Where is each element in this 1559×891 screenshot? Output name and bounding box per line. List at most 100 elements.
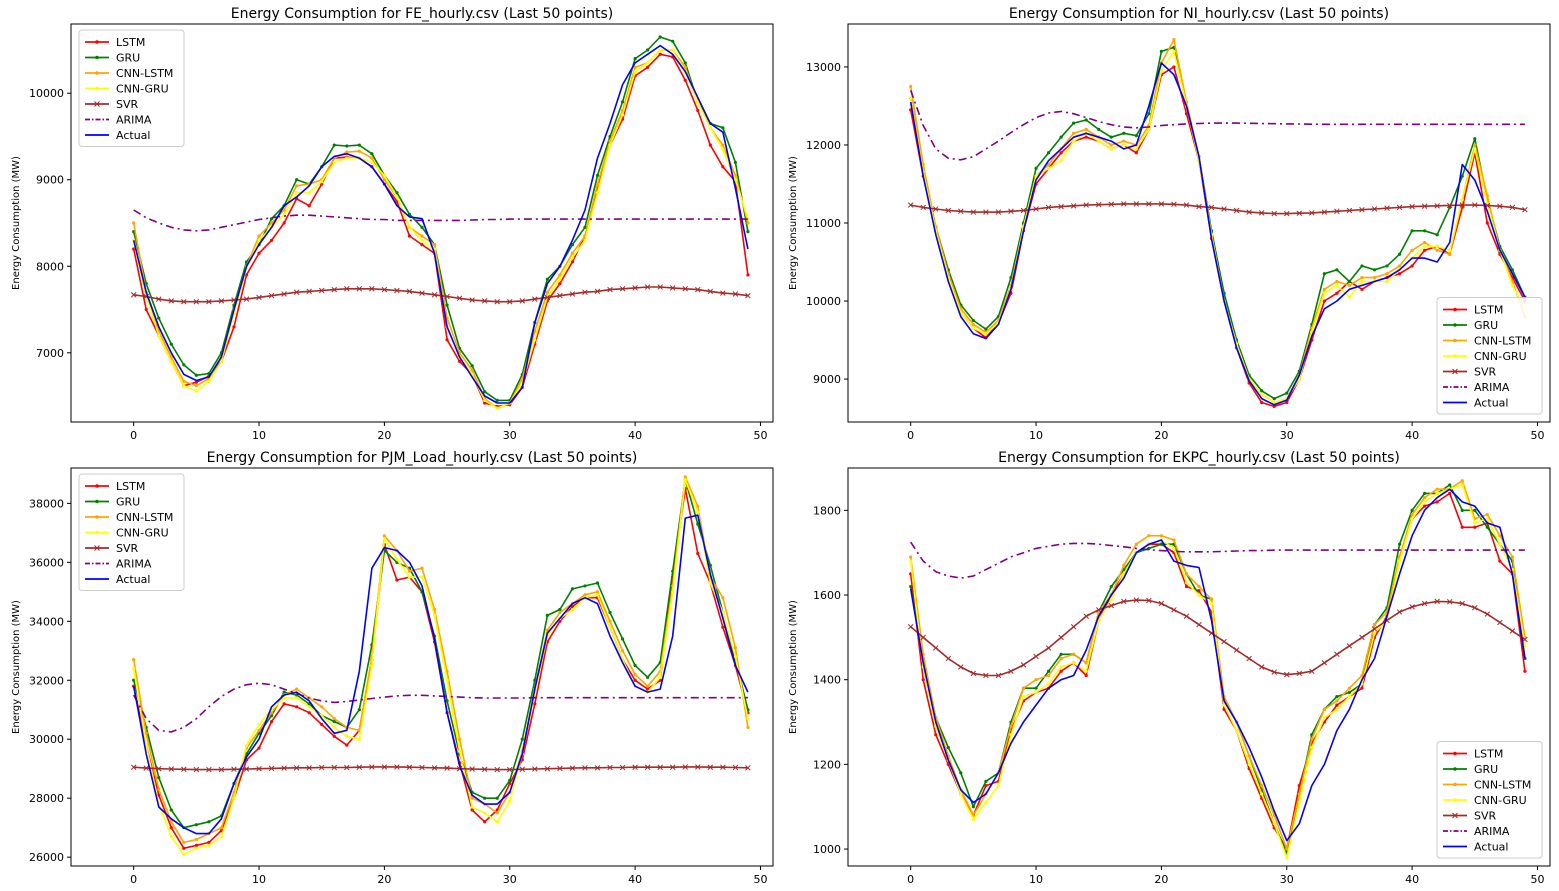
chart-4-frame (847, 467, 1551, 867)
chart-1-legend-marker (95, 86, 99, 91)
chart-3-series-svr-point (406, 764, 413, 770)
chart-2-series-cnn-gru-point (1059, 158, 1063, 163)
chart-4-legend-label: LSTM (1474, 748, 1503, 761)
chart-2-ytick-label: 11000 (806, 217, 841, 230)
chart-2-series-cnn-gru-point (971, 326, 975, 330)
chart-4-series-svr-point (1095, 607, 1102, 613)
chart-4-series-gru-point (1423, 491, 1427, 496)
chart-2-series-cnn-gru-point (1347, 295, 1352, 299)
chart-4-series-svr-point (995, 672, 1002, 679)
chart-4-series-lstm-point (1360, 686, 1364, 690)
chart-2-ytick-label: 10000 (806, 295, 841, 308)
chart-2-series-gru-point (1097, 127, 1101, 131)
chart-4-series-gru-point (1460, 508, 1464, 512)
chart-3-series-cnn-gru-point (307, 705, 311, 709)
chart-2-series-lstm-point (1322, 299, 1326, 303)
chart-3-series-cnn-gru-point (495, 820, 499, 824)
chart-1-series-svr-point (469, 297, 475, 303)
chart-4-series-lstm-point (1184, 584, 1189, 589)
chart-1-ytick-label: 9000 (36, 174, 64, 187)
chart-3-series-cnn-lstm-point (132, 658, 136, 662)
chart-2-series-svr-point (1020, 207, 1027, 214)
chart-3-title: Energy Consumption for PJM_Load_hourly.c… (207, 450, 638, 466)
chart-3-series-cnn-gru-point (608, 625, 612, 629)
chart-1-series-cnn-gru-point (658, 48, 662, 52)
chart-1-series-svr-point (130, 292, 137, 298)
chart-1-series-lstm-point (282, 221, 286, 225)
chart-3-series-svr-point (331, 764, 338, 771)
chart-3-series-cnn-lstm-point (696, 504, 700, 508)
chart-1-series-cnn-gru-point (483, 398, 487, 402)
chart-4-series-svr-point (1070, 624, 1077, 630)
chart-1-series-svr-point (632, 285, 638, 291)
chart-4-series-cnn-lstm-point (1046, 673, 1051, 678)
chart-1-legend-label: LSTM (116, 36, 145, 49)
chart-2-series-cnn-lstm-point (1046, 162, 1051, 167)
chart-3-series-cnn-gru-point (432, 613, 437, 618)
chart-2-series-svr-point (1459, 202, 1466, 208)
chart-4-series-svr-point (1221, 638, 1227, 645)
chart-2-series-cnn-gru-point (1473, 147, 1477, 151)
chart-1-series-cnn-gru-line (132, 49, 749, 410)
chart-1-series-cnn-gru-point (320, 179, 324, 184)
chart-2-series-gru-point (1084, 118, 1088, 122)
chart-2-series-gru-point (1385, 264, 1389, 268)
chart-1-series-svr-point (695, 286, 701, 293)
chart-3-series-cnn-lstm-point (382, 534, 386, 538)
chart-1-series-svr-point (481, 298, 488, 304)
chart-3-series-cnn-lstm-point (169, 820, 173, 824)
chart-1-series-cnn-gru-point (307, 191, 311, 195)
chart-1-series-gru-point (332, 143, 336, 147)
chart-3-series-cnn-gru-point (508, 799, 512, 803)
chart-4-series-gru-point (1335, 695, 1339, 699)
chart-1-series-svr-point (218, 298, 225, 304)
chart-3-series-cnn-lstm-point (721, 596, 725, 600)
chart-2-series-gru-point (1410, 229, 1414, 233)
chart-1-series-cnn-lstm-line (132, 49, 749, 410)
chart-3-series-cnn-gru-point (420, 575, 424, 579)
chart-3-frame (70, 467, 774, 867)
chart-2-series-svr-point (1509, 204, 1516, 211)
chart-3-series-cnn-lstm-point (620, 649, 625, 653)
chart-4-series-cnn-gru-point (1034, 690, 1038, 695)
chart-2-legend (1436, 297, 1543, 415)
chart-4-series-lstm-point (1460, 525, 1464, 529)
chart-4-series-svr-point (1283, 671, 1290, 678)
chart-3-series-cnn-gru-point (295, 696, 299, 700)
chart-1-series-lstm-point (708, 143, 712, 147)
chart-3-series-gru-point (646, 675, 650, 679)
chart-1-series-gru-point (420, 225, 424, 229)
chart-1-series-cnn-gru-point (620, 113, 625, 117)
chart-1-series-cnn-lstm-point (370, 156, 374, 160)
chart-1-series-svr-point (356, 286, 363, 292)
chart-2-series-lstm-point (1423, 248, 1427, 252)
chart-1-series-svr-point (557, 292, 563, 299)
chart-4-series-lstm-point (1448, 491, 1452, 496)
chart-1-series-cnn-lstm-point (595, 182, 600, 186)
chart-2-series-svr-point (1497, 203, 1503, 209)
chart-3-series-cnn-lstm-point (432, 607, 437, 612)
chart-3-series-cnn-gru-point (658, 675, 662, 679)
chart-2-legend-label: LSTM (1474, 304, 1503, 317)
chart-2-series-gru-point (1473, 137, 1477, 141)
chart-1-series-gru-point (620, 100, 625, 104)
chart-4-series-cnn-gru-point (1498, 542, 1502, 546)
chart-3-legend-label: CNN-LSTM (116, 511, 173, 524)
chart-4-series-cnn-lstm-point (1260, 783, 1264, 788)
chart-1-series-actual-line (132, 44, 749, 404)
chart-3-series-lstm-point (570, 604, 575, 609)
chart-4-series-svr-point (1020, 662, 1027, 668)
chart-3-series-lstm-point (533, 702, 537, 706)
chart-3-series-cnn-lstm-point (633, 672, 637, 676)
chart-4-series-cnn-gru-point (1235, 728, 1239, 733)
chart-3-xtick-label: 50 (753, 873, 767, 886)
chart-3-series-cnn-gru-point (483, 811, 487, 815)
chart-3-series-cnn-gru-point (357, 737, 361, 741)
chart-3-series-cnn-gru-point (407, 575, 412, 579)
chart-1-series-svr-point (406, 288, 413, 295)
chart-3-series-lstm-point (332, 734, 336, 738)
chart-3-series-svr-point (394, 764, 400, 770)
chart-4-ytick-label: 1600 (813, 589, 841, 602)
chart-4-series-svr-line (910, 599, 1526, 677)
chart-2-series-cnn-gru-point (1122, 143, 1126, 147)
